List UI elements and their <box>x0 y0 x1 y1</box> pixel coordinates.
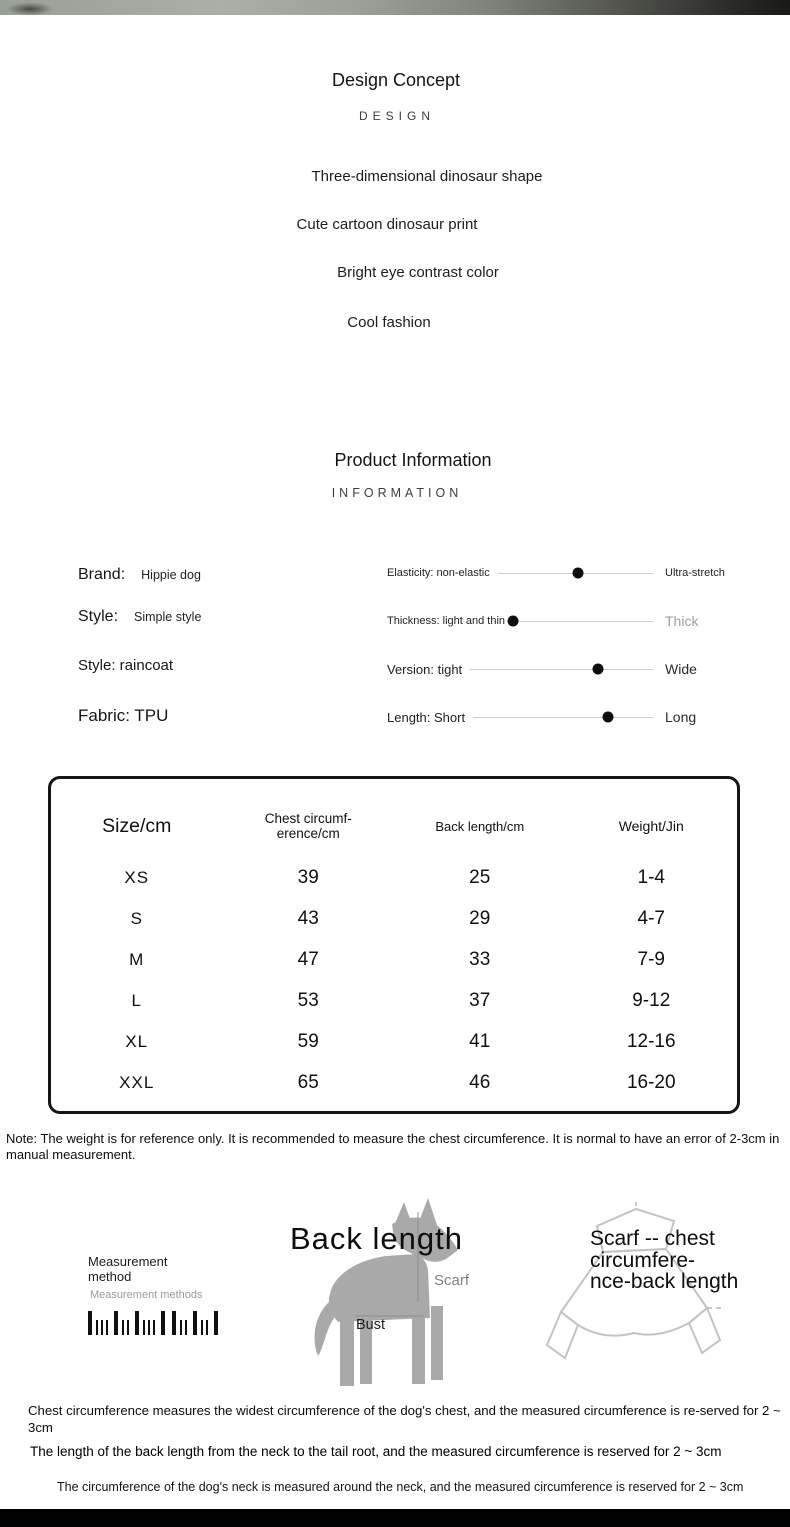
design-section-title: Design Concept <box>331 70 461 90</box>
design-section-subtitle: DESIGN <box>358 109 436 123</box>
attr-row-style-raincoat: Style: raincoat <box>78 657 173 674</box>
slider-elasticity-dot <box>572 567 584 579</box>
table-row-xl: XL 59 41 12-16 <box>51 1021 737 1062</box>
cell-chest: 53 <box>297 989 319 1011</box>
cell-size: XS <box>124 867 150 887</box>
cell-weight: 7-9 <box>637 948 665 970</box>
cell-size: L <box>131 990 142 1010</box>
cell-size: XXL <box>119 1072 155 1092</box>
attr-style-label: Style: <box>78 608 119 625</box>
back-length-label: Back length <box>290 1221 463 1256</box>
cell-chest: 65 <box>297 1071 319 1093</box>
slider-elasticity: Elasticity: non-elastic Ultra-stretch <box>387 549 735 597</box>
cell-back: 41 <box>469 1030 491 1052</box>
design-feature-4: Cool fashion <box>347 314 431 331</box>
slider-version-track <box>470 663 653 675</box>
cell-chest: 47 <box>297 948 319 970</box>
cell-chest: 59 <box>297 1030 319 1052</box>
design-feature-1: Three-dimensional dinosaur shape <box>311 168 543 185</box>
slider-elasticity-track <box>497 567 653 579</box>
slider-length-dot <box>602 711 614 723</box>
slider-thickness-dot <box>507 615 519 627</box>
cell-chest: 43 <box>297 907 319 929</box>
garment-outline-graphic <box>545 1202 725 1360</box>
design-feature-2: Cute cartoon dinosaur print <box>296 216 478 233</box>
slider-version: Version: tight Wide <box>387 645 735 693</box>
attr-row-brand: Brand: Hippie dog <box>78 566 201 584</box>
attr-raincoat-label: Style: raincoat <box>78 657 174 674</box>
slider-length-right-label: Long <box>665 709 697 725</box>
slider-length: Length: Short Long <box>387 693 735 741</box>
slider-elasticity-right-label: Ultra-stretch <box>665 567 725 579</box>
attr-style-value: Simple style <box>134 610 202 624</box>
table-row-l: L 53 37 9-12 <box>51 980 737 1021</box>
cell-back: 25 <box>469 866 491 888</box>
dog-silhouette-graphic <box>314 1198 458 1386</box>
table-row-xxl: XXL 65 46 16-20 <box>51 1062 737 1103</box>
slider-length-track <box>473 711 653 723</box>
measurement-method-line2: method <box>88 1268 132 1284</box>
slider-version-right-label: Wide <box>665 661 697 677</box>
slider-thickness: Thickness: light and thin Thick <box>387 597 735 645</box>
measurement-method-line1: Measurement <box>88 1254 168 1269</box>
cell-back: 37 <box>469 989 491 1011</box>
slider-thickness-right-label: Thick <box>665 613 699 629</box>
attr-brand-label: Brand: <box>78 566 126 583</box>
ruler-graphic <box>88 1311 218 1335</box>
bust-label: Bust <box>356 1317 386 1333</box>
diagram-caption-line3: nce-back length <box>590 1270 739 1293</box>
cell-back: 29 <box>469 907 491 929</box>
cell-size: M <box>129 949 145 969</box>
header-back-length: Back length/cm <box>435 818 525 834</box>
size-note: Note: The weight is for reference only. … <box>6 1131 780 1162</box>
cell-size: XL <box>125 1031 149 1051</box>
scarf-label: Scarf <box>434 1272 470 1289</box>
attr-row-style: Style: Simple style <box>78 608 201 626</box>
cell-weight: 16-20 <box>626 1071 676 1093</box>
attr-fabric-label: Fabric: TPU <box>78 706 169 725</box>
property-sliders: Elasticity: non-elastic Ultra-stretch Th… <box>387 549 735 741</box>
footnote-chest: Chest circumference measures the widest … <box>28 1403 781 1435</box>
size-table-header-row: Size/cm Chest circumf- erence/cm Back le… <box>51 795 737 857</box>
slider-thickness-label: Thickness: light and thin <box>387 615 506 627</box>
cell-weight: 4-7 <box>637 907 665 929</box>
slider-elasticity-label: Elasticity: non-elastic <box>387 567 490 579</box>
cell-weight: 9-12 <box>632 989 671 1011</box>
header-size: Size/cm <box>102 814 172 837</box>
info-section-title: Product Information <box>334 450 492 470</box>
attr-brand-value: Hippie dog <box>141 568 201 582</box>
footnote-back-length: The length of the back length from the n… <box>30 1444 722 1459</box>
measurement-method-label: Measurement method <box>88 1254 168 1285</box>
footnote-neck: The circumference of the dog's neck is m… <box>57 1480 744 1494</box>
design-feature-3: Bright eye contrast color <box>337 264 499 281</box>
attr-row-fabric: Fabric: TPU <box>78 706 168 726</box>
cell-weight: 1-4 <box>637 866 665 888</box>
measurement-methods-sublabel: Measurement methods <box>90 1289 203 1301</box>
table-row-s: S 43 29 4-7 <box>51 898 737 939</box>
info-section-subtitle: INFORMATION <box>331 486 463 500</box>
table-row-m: M 47 33 7-9 <box>51 939 737 980</box>
bottom-black-bar <box>0 1509 790 1527</box>
cell-back: 46 <box>469 1071 491 1093</box>
slider-version-dot <box>592 663 604 675</box>
table-row-xs: XS 39 25 1-4 <box>51 857 737 898</box>
size-table: Size/cm Chest circumf- erence/cm Back le… <box>48 776 740 1114</box>
cell-back: 33 <box>469 948 491 970</box>
slider-version-label: Version: tight <box>387 661 463 677</box>
cell-size: S <box>130 908 143 928</box>
header-chest-circumference: Chest circumf- erence/cm <box>264 810 352 841</box>
slider-thickness-track <box>507 615 653 627</box>
diagram-caption-line1: Scarf -- chest <box>590 1227 715 1250</box>
header-weight: Weight/Jin <box>618 818 684 834</box>
diagram-caption: Scarf -- chest circumfere- nce-back leng… <box>590 1228 738 1293</box>
diagram-caption-line2: circumfere- <box>590 1248 696 1272</box>
cell-chest: 39 <box>297 866 319 888</box>
slider-length-label: Length: Short <box>387 709 466 725</box>
cell-weight: 12-16 <box>626 1030 676 1052</box>
top-photo-strip <box>0 0 790 15</box>
